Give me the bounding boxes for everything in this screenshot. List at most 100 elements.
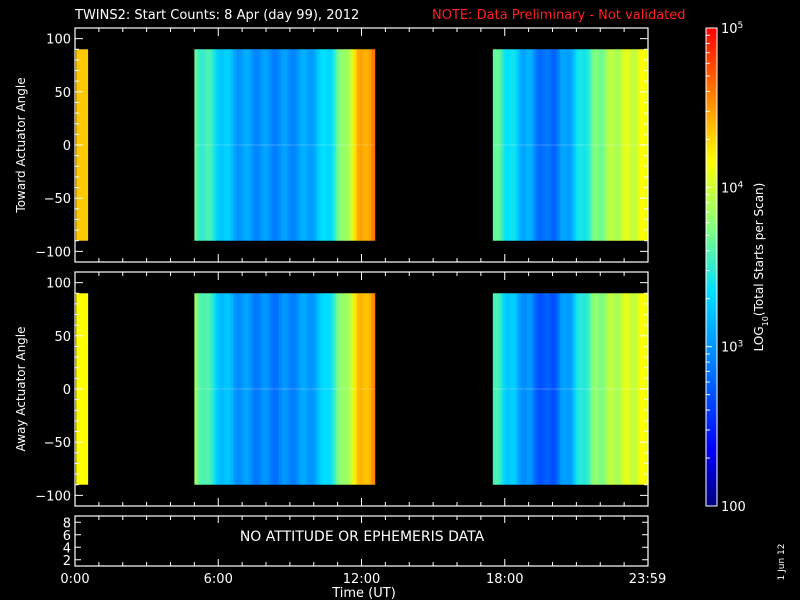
colorbar-tick-label: 100 bbox=[721, 500, 746, 515]
away-heat-column bbox=[311, 293, 316, 485]
toward-heat-column bbox=[233, 49, 238, 241]
away-heat-column bbox=[534, 293, 538, 485]
away-heat-column bbox=[521, 293, 525, 485]
away-heat-column bbox=[338, 293, 343, 485]
away-heat-column bbox=[609, 293, 613, 485]
toward-heat-column bbox=[531, 49, 535, 241]
toward-heat-column bbox=[588, 49, 592, 241]
away-heat-column bbox=[317, 293, 322, 485]
away-heat-column bbox=[362, 293, 367, 485]
toward-heat-column bbox=[242, 49, 247, 241]
colorbar-label-prefix: LOG bbox=[752, 326, 766, 351]
toward-heat-column bbox=[287, 49, 292, 241]
attitude-message: NO ATTITUDE OR EPHEMERIS DATA bbox=[240, 529, 485, 545]
away-ytick-label: 100 bbox=[46, 277, 71, 292]
away-heat-column bbox=[510, 293, 515, 485]
away-heat-column bbox=[505, 293, 509, 485]
away-heat-column bbox=[230, 293, 235, 485]
toward-heat-column bbox=[497, 49, 502, 241]
toward-heat-column bbox=[583, 49, 587, 241]
away-heat-column bbox=[601, 293, 605, 485]
away-heat-column bbox=[263, 293, 268, 485]
away-heat-column bbox=[616, 293, 621, 485]
away-heat-column bbox=[323, 293, 328, 485]
colorbar-tick-exp: 5 bbox=[738, 21, 744, 31]
x-axis-label: Time (UT) bbox=[331, 586, 396, 600]
toward-heat-column bbox=[609, 49, 613, 241]
away-heat-column bbox=[206, 293, 210, 485]
away-heat-column bbox=[526, 293, 530, 485]
away-heat-column bbox=[353, 293, 358, 485]
toward-heat-column bbox=[284, 49, 289, 241]
toward-heat-column bbox=[272, 49, 277, 241]
toward-segment-2 bbox=[492, 49, 649, 241]
away-heat-column bbox=[562, 293, 566, 485]
toward-heat-column bbox=[635, 49, 639, 241]
away-heat-column bbox=[572, 293, 577, 485]
toward-segment-1 bbox=[194, 49, 376, 241]
toward-heat-column bbox=[311, 49, 316, 241]
away-heat-column bbox=[278, 293, 283, 485]
toward-heat-column bbox=[323, 49, 328, 241]
toward-heat-column bbox=[521, 49, 525, 241]
toward-heat-column bbox=[296, 49, 301, 241]
x-tick-label: 23:59 bbox=[629, 572, 666, 587]
away-heat-column bbox=[637, 293, 641, 485]
away-segment-1 bbox=[194, 293, 376, 485]
away-heat-column bbox=[619, 293, 623, 485]
toward-heat-column bbox=[293, 49, 298, 241]
toward-heat-column bbox=[536, 49, 540, 241]
toward-heat-column bbox=[534, 49, 538, 241]
toward-heat-column bbox=[598, 49, 603, 241]
toward-heat-column bbox=[275, 49, 280, 241]
away-heat-column bbox=[203, 293, 207, 485]
toward-heat-column bbox=[565, 49, 569, 241]
away-heat-column bbox=[500, 293, 504, 485]
away-heat-column bbox=[326, 293, 331, 485]
toward-heat-column bbox=[624, 49, 628, 241]
toward-heat-column bbox=[263, 49, 268, 241]
toward-heat-column bbox=[580, 49, 584, 241]
toward-heat-column bbox=[257, 49, 262, 241]
toward-heat-column bbox=[200, 49, 204, 241]
toward-heat-column bbox=[344, 49, 349, 241]
toward-heat-column bbox=[254, 49, 259, 241]
toward-heat-column bbox=[332, 49, 337, 241]
colorbar-label-suffix: (Total Starts per Scan) bbox=[752, 183, 766, 317]
away-heat-column bbox=[570, 293, 574, 485]
away-heat-column bbox=[588, 293, 592, 485]
toward-heat-column bbox=[221, 49, 226, 241]
toward-heat-column bbox=[290, 49, 295, 241]
toward-heat-column bbox=[508, 49, 512, 241]
toward-heat-column bbox=[260, 49, 265, 241]
chart-note: NOTE: Data Preliminary - Not validated bbox=[432, 8, 686, 23]
toward-ytick-label: 100 bbox=[46, 33, 71, 48]
toward-heat-column bbox=[567, 49, 572, 241]
toward-ytick-label: −100 bbox=[35, 245, 71, 260]
toward-heat-column bbox=[616, 49, 621, 241]
toward-heat-column bbox=[335, 49, 340, 241]
away-heat-column bbox=[578, 293, 582, 485]
away-heat-column bbox=[320, 293, 325, 485]
away-heat-column bbox=[632, 293, 636, 485]
toward-heat-column bbox=[341, 49, 346, 241]
away-heat-column bbox=[614, 293, 618, 485]
toward-ylabel: Toward Actuator Angle bbox=[14, 77, 28, 213]
away-heat-column bbox=[254, 293, 259, 485]
away-heat-column bbox=[308, 293, 313, 485]
toward-heat-column bbox=[350, 49, 355, 241]
toward-heat-column bbox=[239, 49, 244, 241]
toward-heat-column bbox=[308, 49, 313, 241]
away-heat-column bbox=[503, 293, 507, 485]
away-heat-column bbox=[593, 293, 597, 485]
colorbar-tick-base: 10 bbox=[721, 341, 738, 356]
away-heat-column bbox=[200, 293, 204, 485]
away-heat-column bbox=[332, 293, 337, 485]
away-heat-column bbox=[591, 293, 595, 485]
toward-heat-column bbox=[365, 49, 370, 241]
toward-heat-column bbox=[320, 49, 325, 241]
toward-heat-column bbox=[601, 49, 605, 241]
toward-heat-column bbox=[505, 49, 509, 241]
